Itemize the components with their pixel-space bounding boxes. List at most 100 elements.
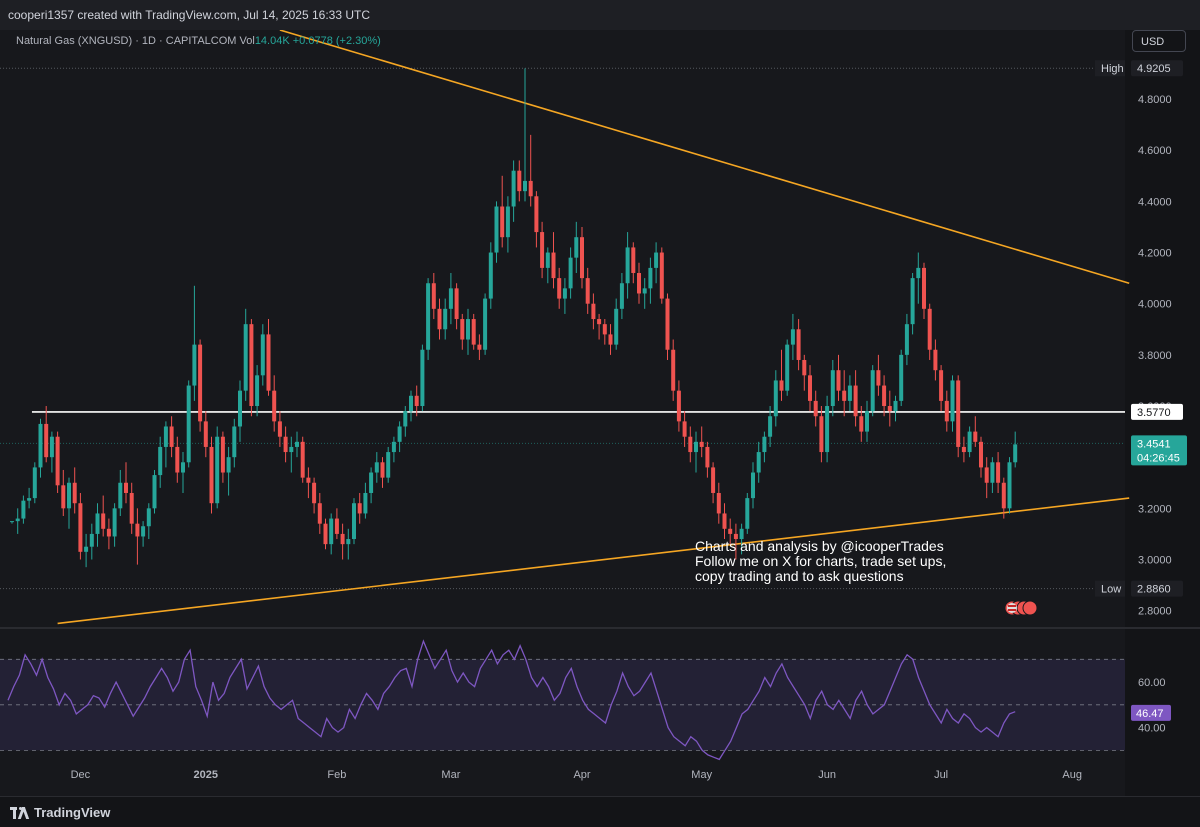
candle-body (642, 288, 647, 294)
candle-body (967, 431, 972, 453)
currency-button[interactable]: USD (1132, 30, 1186, 52)
candle-body (352, 503, 356, 540)
candle-body (688, 436, 693, 453)
candle-body (654, 252, 659, 268)
candle-body (825, 406, 830, 453)
level-tag-value-bg (1131, 403, 1183, 420)
candle-body (312, 482, 317, 504)
candle-body (619, 283, 624, 309)
level-tag-value: 3.5770 (1137, 407, 1171, 419)
candle-body (295, 441, 299, 447)
candle-body (431, 283, 436, 309)
time-axis-label: Mar (441, 769, 460, 781)
candle-body (865, 411, 869, 432)
candle-body (277, 421, 282, 437)
rsi-line (7, 639, 1016, 761)
price-tick-label: 3.2000 (1138, 503, 1172, 515)
tradingview-logo[interactable]: TradingView (10, 805, 110, 820)
candle-body (808, 375, 812, 401)
candle-body (141, 526, 146, 537)
annotation-line-1: Charts and analysis by @icooperTrades (695, 538, 944, 554)
candle-body (238, 390, 242, 427)
candle-body (249, 324, 254, 407)
candle-body (830, 370, 835, 407)
candle-body (1001, 482, 1006, 509)
high-tag-label: High (1101, 63, 1124, 75)
candle-body (466, 319, 470, 340)
flag-circle (1022, 600, 1038, 616)
price-tick-label: 4.2000 (1138, 248, 1172, 260)
candle-body (163, 426, 168, 447)
candle-body (89, 533, 94, 547)
candle-body (306, 477, 311, 483)
low-tag: Low 2.8860 (1095, 580, 1183, 597)
candle-body (882, 385, 887, 407)
candle-body (711, 467, 716, 493)
candle-body (637, 273, 641, 294)
candle-body (260, 334, 265, 376)
symbol-label[interactable]: Natural Gas (XNGUSD) · 1D · CAPITALCOM (16, 35, 237, 47)
candle-body (95, 513, 100, 534)
candle-body (694, 441, 698, 453)
candle-body (209, 446, 214, 504)
flag-stripe (1008, 605, 1016, 607)
candle-body (266, 334, 271, 391)
candle-body (870, 370, 875, 412)
candle-body (722, 513, 727, 529)
candle-body (55, 436, 60, 486)
candle-body (380, 462, 385, 478)
candle-body (317, 503, 322, 524)
candle-body (899, 354, 904, 401)
price-tick-label: 3.8000 (1138, 350, 1172, 362)
low-tag-label-bg (1095, 580, 1125, 597)
candle-body (49, 436, 54, 458)
annotation-line-2: Follow me on X for charts, trade set ups… (695, 553, 947, 569)
price-tick-label: 2.8000 (1138, 606, 1172, 618)
candle-body (220, 436, 225, 473)
candle-body (904, 324, 909, 355)
candle-body (511, 170, 516, 207)
price-chart[interactable]: 5.00004.80004.60004.40004.20004.00003.80… (0, 30, 1200, 796)
candle-body (272, 390, 277, 422)
candle-body (44, 423, 49, 458)
time-axis-label: Jul (934, 769, 948, 781)
candle-body (118, 482, 123, 509)
candle-body (391, 441, 396, 453)
candle-body (477, 344, 482, 350)
time-axis-label: Dec (71, 769, 91, 781)
candle-body (192, 344, 197, 386)
candle-body (939, 370, 944, 401)
candle-body (916, 267, 921, 279)
tradingview-icon (10, 806, 30, 819)
rsi-tick-label: 40.00 (1138, 723, 1166, 735)
change-value: +0.0778 (+2.30%) (292, 35, 381, 47)
candle-body (562, 288, 567, 299)
candle-body (186, 385, 191, 463)
candle-body (540, 232, 545, 268)
candle-body (32, 467, 37, 499)
candle-body (944, 400, 949, 422)
vol-label: Vol (239, 35, 255, 47)
low-tag-value: 2.8860 (1137, 584, 1171, 596)
candle-body (699, 441, 704, 447)
candle-body (802, 359, 807, 376)
high-tag-label-bg (1095, 60, 1125, 77)
candle-body (283, 436, 288, 453)
candle-body (175, 446, 180, 473)
candle-body (705, 446, 710, 468)
credit-text: cooperi1357 created with TradingView.com… (8, 8, 370, 22)
time-axis-label: 2025 (194, 769, 218, 781)
candle-body (990, 462, 995, 483)
candle-body (334, 518, 339, 534)
candle-body (152, 475, 157, 509)
candle-body (574, 237, 579, 258)
candle-body (357, 503, 362, 514)
rsi-current-value: 46.47 (1136, 708, 1164, 720)
rsi-tick-label: 60.00 (1138, 677, 1166, 689)
candle-body (785, 344, 790, 391)
candle-body (146, 508, 151, 527)
candle-body (21, 500, 26, 519)
candle-body (751, 472, 755, 499)
candle-body (101, 513, 106, 529)
flag-inner (1007, 603, 1017, 613)
